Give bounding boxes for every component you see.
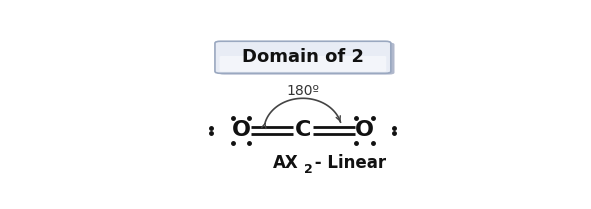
FancyBboxPatch shape: [219, 56, 387, 72]
FancyBboxPatch shape: [215, 41, 391, 73]
Text: O: O: [355, 121, 374, 140]
Text: Domain of 2: Domain of 2: [242, 48, 364, 66]
Text: - Linear: - Linear: [309, 154, 386, 172]
Text: 2: 2: [304, 163, 313, 176]
FancyBboxPatch shape: [219, 43, 394, 75]
Text: O: O: [232, 121, 251, 140]
Text: 180º: 180º: [287, 84, 319, 98]
Text: C: C: [295, 121, 311, 140]
Text: AX: AX: [273, 154, 299, 172]
